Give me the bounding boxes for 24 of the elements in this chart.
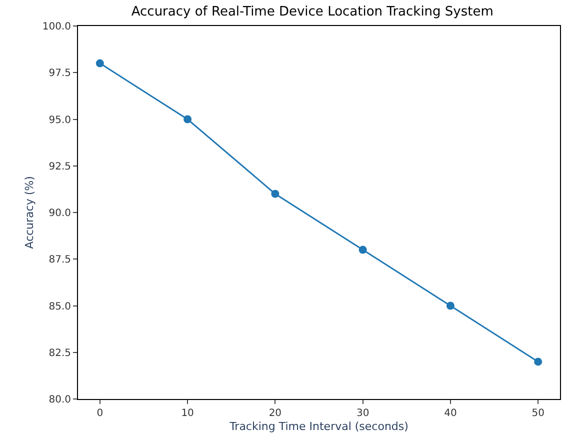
x-tick-label: 20 bbox=[268, 408, 282, 419]
y-tick-label: 97.5 bbox=[48, 68, 71, 80]
x-tick-label: 0 bbox=[96, 408, 104, 419]
point bbox=[96, 59, 104, 68]
y-tick-label: 82.5 bbox=[48, 348, 71, 359]
chart-title: Accuracy of Real-Time Device Location Tracking System bbox=[131, 4, 494, 20]
y-tick-label: 87.5 bbox=[48, 254, 71, 266]
x-tick-label: 30 bbox=[356, 408, 370, 419]
y-tick-label: 95.0 bbox=[48, 114, 71, 126]
x-tick-label: 50 bbox=[532, 408, 544, 419]
point bbox=[271, 190, 280, 198]
point bbox=[184, 115, 192, 124]
y-tick-label: 100.0 bbox=[42, 22, 71, 32]
y-axis-title: Accuracy (%) bbox=[23, 176, 36, 249]
x-tick-label: 10 bbox=[181, 408, 194, 419]
point bbox=[534, 358, 542, 366]
y-tick-label: 92.5 bbox=[48, 161, 71, 172]
x-tick-label: 40 bbox=[444, 408, 457, 419]
point bbox=[446, 302, 454, 310]
x-axis-title: Tracking Time Interval (seconds) bbox=[228, 420, 408, 434]
point bbox=[358, 246, 367, 254]
y-tick-label: 80.0 bbox=[48, 394, 71, 406]
y-tick-label: 85.0 bbox=[48, 301, 71, 312]
y-tick-label: 90.0 bbox=[48, 208, 71, 219]
